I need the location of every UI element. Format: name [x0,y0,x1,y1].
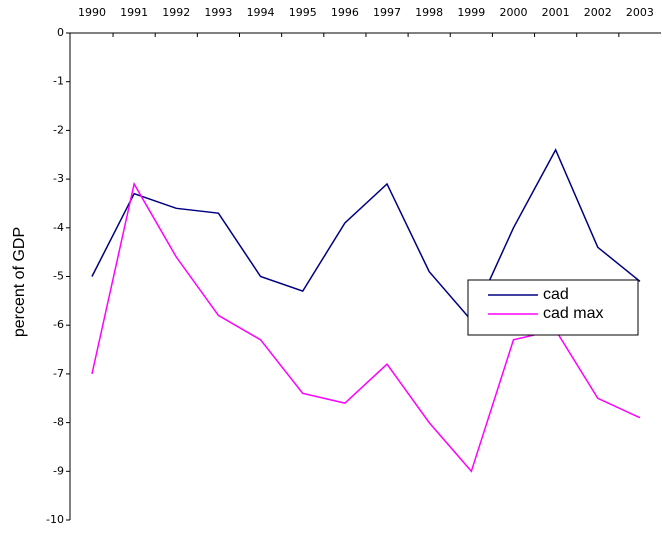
x-tick-label: 1990 [78,6,106,19]
series-line [91,148,641,322]
x-tick-label: 1996 [331,6,359,19]
y-tick-label: -3 [53,172,64,185]
x-tick-label: 1999 [457,6,485,19]
x-tick-label: 1991 [120,6,148,19]
x-tick-label: 1997 [373,6,401,19]
y-tick-label: -9 [53,464,64,477]
x-tick-label: 1993 [204,6,232,19]
legend-box [467,279,639,336]
y-tick-label: -1 [53,75,64,88]
x-tick-label: 1995 [289,6,317,19]
x-tick-label: 1992 [162,6,190,19]
y-axis-label: percent of GDP [11,227,28,337]
y-tick-label: -5 [53,270,64,283]
x-tick-label: 2002 [584,6,612,19]
legend-label: cad max [543,305,603,322]
x-tick-label: 1994 [247,6,275,19]
x-tick-label: 2003 [626,6,654,19]
x-tick-label: 2001 [542,6,570,19]
y-tick-label: -4 [53,221,64,234]
x-tick-label: 1998 [415,6,443,19]
y-tick-label: -6 [53,318,64,331]
y-tick-label: -2 [53,123,64,136]
y-tick-label: -7 [53,367,64,380]
y-tick-label: -10 [46,513,64,526]
y-tick-label: 0 [57,26,64,39]
legend-label: cad [543,286,569,303]
x-tick-label: 2000 [499,6,527,19]
y-tick-label: -8 [53,416,64,429]
